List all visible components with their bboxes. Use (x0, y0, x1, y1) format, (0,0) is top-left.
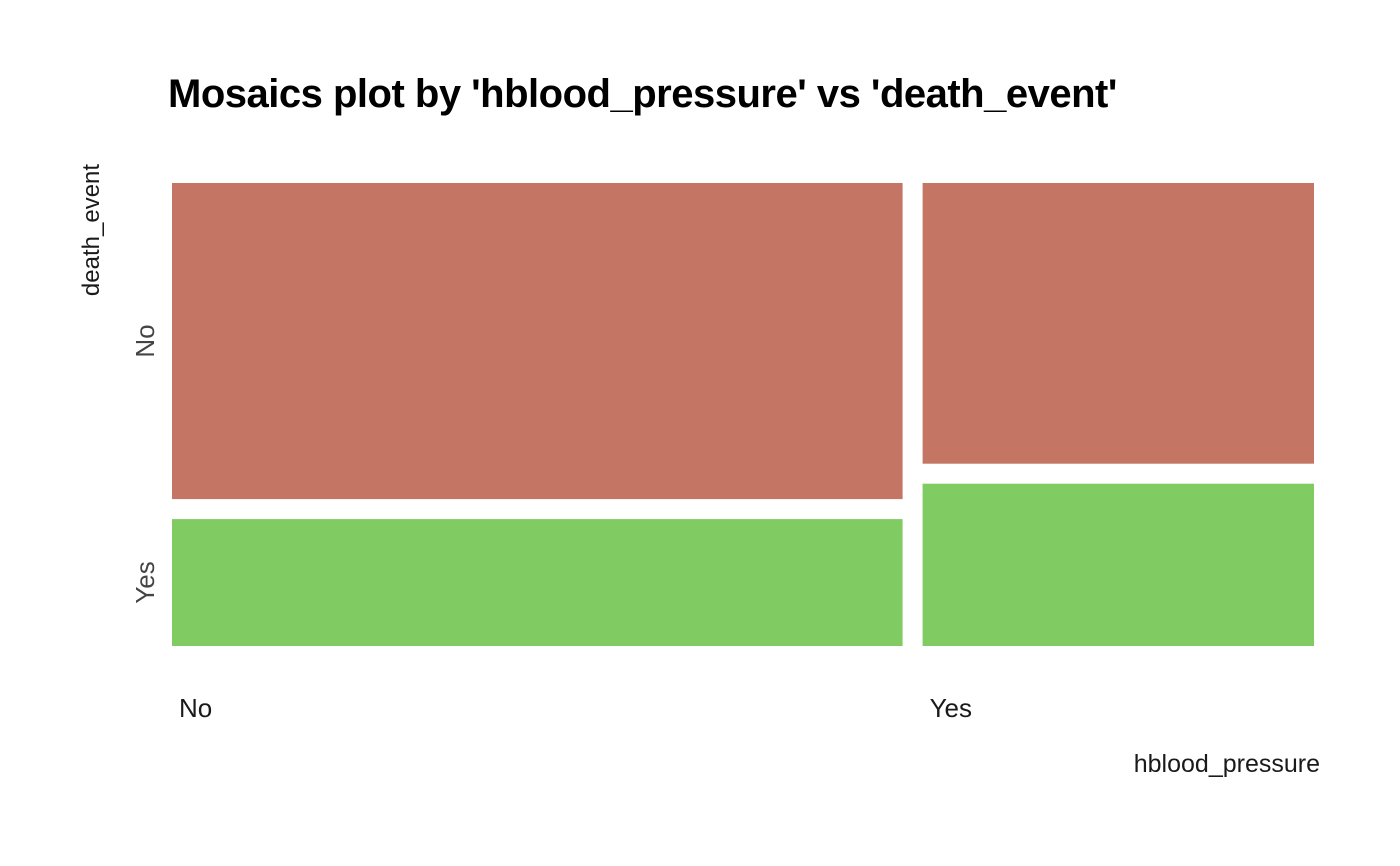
y-tick-label-no: No (130, 324, 160, 357)
mosaic-cell-no-no (172, 183, 903, 500)
x-tick-label-no: No (179, 693, 212, 723)
mosaic-cell-no-yes (172, 519, 903, 646)
mosaic-cell-yes-no (922, 183, 1314, 464)
y-tick-label-yes: Yes (130, 561, 160, 603)
x-tick-label-yes: Yes (930, 693, 972, 723)
x-axis-title: hblood_pressure (1133, 750, 1320, 778)
chart-title: Mosaics plot by 'hblood_pressure' vs 'de… (168, 72, 1117, 116)
mosaic-cell-yes-yes (922, 483, 1314, 646)
